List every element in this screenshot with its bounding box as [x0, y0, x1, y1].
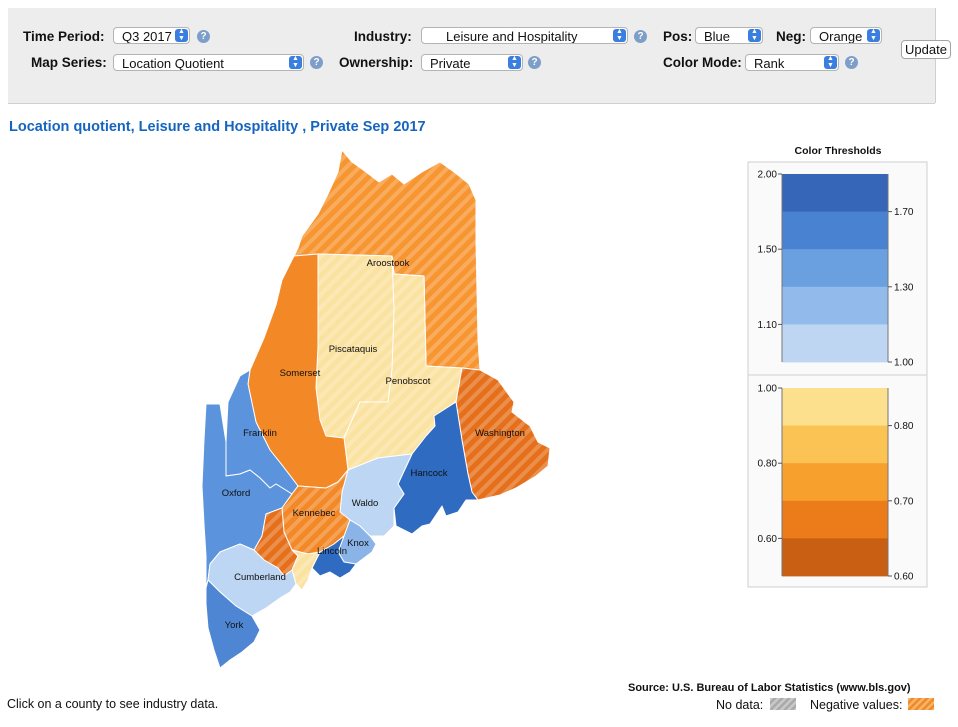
legend-positive-band-3	[782, 249, 888, 288]
county-sagadahoc-hatch	[292, 550, 320, 590]
legend-positive-left-label-1: 2.00	[758, 170, 778, 181]
update-button[interactable]: Update	[901, 40, 951, 59]
maine-county-map: Aroostook Piscataquis Penobscot Somerset Was…	[201, 149, 551, 669]
chevron-updown-icon: ▲ ▼	[508, 55, 521, 69]
map-series-label: Map Series:	[31, 55, 107, 70]
map-series-select[interactable]: Location Quotient ▲ ▼	[113, 54, 304, 71]
industry-label: Industry:	[354, 29, 412, 44]
neg-label: Neg:	[776, 29, 806, 44]
legend-positive-right-label-3: 1.00	[894, 358, 914, 369]
legend-negative-right-label-1: 0.80	[894, 421, 914, 432]
county-label-knox: Knox	[347, 538, 369, 549]
legend-positive-left-label-3: 1.10	[758, 320, 778, 331]
legend-positive-left-label-2: 1.50	[758, 245, 778, 256]
negative-values-swatch	[908, 698, 934, 710]
county-label-aroostook: Aroostook	[367, 258, 410, 269]
negative-values-label: Negative values:	[810, 698, 903, 712]
legend-negative-right-label-2: 0.70	[894, 496, 914, 507]
county-york[interactable]	[205, 579, 261, 669]
county-label-lincoln: Lincoln	[317, 546, 347, 557]
time-period-label: Time Period:	[23, 29, 105, 44]
legend-negative-band-2	[782, 425, 888, 464]
county-androscoggin-hatch	[254, 508, 298, 576]
legend-negative-left-label-1: 1.00	[758, 384, 778, 395]
legend-negative-right-label-3: 0.60	[894, 572, 914, 583]
chevron-updown-icon: ▲ ▼	[824, 55, 837, 69]
county-label-kennebec: Kennebec	[293, 508, 336, 519]
county-aroostook-hatch	[294, 150, 480, 370]
legend-negative-band-1	[782, 388, 888, 426]
legend-positive-band-2	[782, 211, 888, 250]
neg-color-select[interactable]: Orange ▲ ▼	[810, 27, 882, 44]
county-label-washington: Washington	[475, 428, 525, 439]
ownership-select[interactable]: Private ▲ ▼	[421, 54, 523, 71]
no-data-label: No data:	[716, 698, 764, 712]
county-label-somerset: Somerset	[280, 368, 321, 379]
county-label-hancock: Hancock	[411, 468, 448, 479]
chevron-updown-icon: ▲ ▼	[748, 28, 761, 42]
county-label-penobscot: Penobscot	[386, 376, 431, 387]
legend-positive-band-5	[782, 324, 888, 363]
county-washington-hatch	[456, 368, 550, 500]
map-title: Location quotient, Leisure and Hospitali…	[9, 119, 426, 135]
chevron-updown-icon: ▲ ▼	[613, 28, 626, 42]
pos-label: Pos:	[663, 29, 693, 44]
legend-negative-band-5	[782, 538, 888, 577]
legend-positive-band-4	[782, 286, 888, 325]
chevron-updown-icon: ▲ ▼	[867, 28, 880, 42]
map-hint: Click on a county to see industry data.	[7, 697, 219, 711]
county-label-waldo: Waldo	[352, 498, 379, 509]
legend-negative-left-label-2: 0.80	[758, 459, 778, 470]
legend-positive-right-label-2: 1.30	[894, 282, 914, 293]
legend-positive-right-label-1: 1.70	[894, 207, 914, 218]
chevron-updown-icon: ▲ ▼	[175, 28, 188, 42]
time-period-select[interactable]: Q3 2017 ▲ ▼	[113, 27, 190, 44]
industry-help-icon[interactable]: ?	[634, 30, 647, 43]
county-label-oxford: Oxford	[222, 488, 251, 499]
ownership-help-icon[interactable]: ?	[528, 56, 541, 69]
legend-negative-band-3	[782, 463, 888, 502]
legend-positive-band-1	[782, 174, 888, 212]
county-label-piscataquis: Piscataquis	[329, 344, 378, 355]
color-thresholds-legend: Color Thresholds 2.00 1.50 1.10 1.70 1.30 1.0…	[747, 145, 928, 588]
color-mode-select[interactable]: Rank ▲ ▼	[745, 54, 839, 71]
map-series-help-icon[interactable]: ?	[310, 56, 323, 69]
pos-color-select[interactable]: Blue ▲ ▼	[695, 27, 763, 44]
ownership-label: Ownership:	[339, 55, 414, 70]
county-label-franklin: Franklin	[243, 428, 277, 439]
county-kennebec-hatch	[282, 470, 350, 554]
legend-negative-left-label-3: 0.60	[758, 534, 778, 545]
legend-title: Color Thresholds	[795, 145, 882, 157]
chevron-updown-icon: ▲ ▼	[289, 55, 302, 69]
color-mode-help-icon[interactable]: ?	[845, 56, 858, 69]
color-mode-label: Color Mode:	[663, 55, 742, 70]
county-label-cumberland: Cumberland	[234, 572, 286, 583]
legend-negative-band-4	[782, 500, 888, 539]
time-period-help-icon[interactable]: ?	[197, 30, 210, 43]
county-penobscot-hatch	[344, 256, 462, 470]
county-label-york: York	[225, 620, 244, 631]
industry-select[interactable]: Leisure and Hospitality ▲ ▼	[421, 27, 628, 44]
no-data-swatch	[770, 698, 796, 710]
source-credit: Source: U.S. Bureau of Labor Statistics …	[628, 682, 911, 694]
